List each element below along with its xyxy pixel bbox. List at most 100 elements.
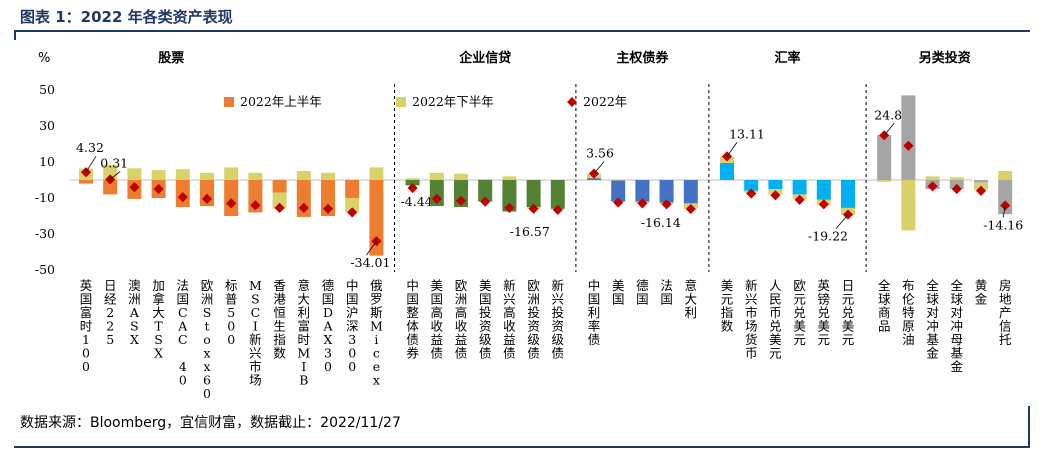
category-label-char: 兴: [552, 292, 565, 307]
category-label-char: 债: [503, 346, 516, 361]
category-label-char: 洲: [201, 292, 214, 307]
bar-h2: [321, 172, 335, 180]
category-label-char: e: [373, 359, 380, 374]
category-label-char: 元: [793, 292, 806, 307]
bar-h1: [792, 180, 807, 195]
category-label-char: 伦: [902, 292, 915, 307]
category-label-char: 美: [479, 278, 492, 293]
bar-h2: [454, 173, 468, 180]
category-label-char: i: [374, 332, 378, 347]
y-tick-label: -30: [35, 226, 55, 241]
bar-h2: [478, 179, 493, 180]
category-label-char: 元: [842, 292, 855, 307]
category-label-char: 债: [588, 332, 601, 347]
bar-h1: [635, 180, 650, 202]
category-label-char: 澳: [128, 278, 141, 293]
marker-full-year: [298, 202, 309, 213]
category-label-char: 0: [348, 359, 356, 374]
group-label: 汇率: [774, 50, 800, 66]
category-label-char: 指: [721, 305, 734, 320]
data-label: -34.01: [350, 255, 390, 270]
category-label-char: 整: [406, 305, 419, 320]
bar-h1: [369, 180, 384, 256]
category-label-char: 国: [346, 292, 359, 307]
category-label-char: 大: [298, 292, 311, 307]
category-label-char: 洲: [527, 292, 540, 307]
category-label-char: 信: [999, 319, 1012, 334]
category-label-char: 香: [273, 278, 286, 293]
category-label-char: 市: [745, 305, 758, 320]
category-label-char: 0: [348, 346, 356, 361]
figure-title: 图表 1：2022 年各类资产表现: [20, 8, 233, 26]
category-label-char: 益: [431, 332, 444, 347]
bar-h1: [405, 180, 420, 186]
category-label-char: 1: [82, 332, 90, 347]
category-label-char: 国: [479, 292, 492, 307]
category-label-char: 国: [322, 292, 335, 307]
y-unit-label: %: [38, 51, 50, 66]
bar-h1: [345, 180, 360, 198]
category-label-char: X: [130, 332, 139, 347]
category-label-char: 美: [721, 278, 734, 293]
category-label-char: 元: [793, 332, 806, 347]
category-label-char: 资: [527, 319, 540, 334]
bar-h2: [345, 198, 360, 213]
category-label-char: 投: [527, 305, 540, 320]
bar-h1: [841, 180, 855, 208]
category-label-char: X: [154, 346, 163, 361]
bar-h1: [478, 180, 493, 202]
category-label-char: 中: [346, 278, 359, 293]
category-label-char: 元: [818, 332, 831, 347]
bar-h1: [877, 135, 892, 180]
category-label-char: 日: [842, 278, 855, 293]
category-label-char: 3: [348, 332, 356, 347]
category-label-char: 兑: [793, 305, 806, 320]
category-label-char: 球: [926, 292, 939, 307]
category-label-char: 收: [431, 319, 444, 334]
category-label-char: 恒: [273, 305, 286, 320]
category-label-char: 全: [951, 278, 964, 293]
bar-h2: [949, 177, 964, 180]
category-label-char: 斯: [370, 305, 383, 320]
category-label-char: 利: [298, 305, 311, 320]
category-label-char: 美: [842, 319, 855, 334]
category-label-char: C: [178, 332, 188, 347]
category-label-char: 新: [552, 278, 565, 293]
marker-full-year: [347, 207, 358, 218]
category-label-char: 债: [527, 346, 540, 361]
category-label-char: 全: [878, 278, 891, 293]
category-label-char: 元: [721, 292, 734, 307]
category-label-char: 兴: [745, 292, 758, 307]
data-label: -16.14: [641, 215, 681, 230]
category-label-char: 欧: [201, 278, 214, 293]
marker-full-year: [274, 202, 285, 213]
bar-h2: [200, 172, 214, 180]
bar-h1: [611, 180, 626, 202]
bar-h1: [744, 180, 759, 191]
category-label-char: 兴: [503, 292, 516, 307]
category-label-char: 国: [612, 292, 625, 307]
bar-h1: [816, 180, 831, 200]
category-label-char: 全: [926, 278, 939, 293]
category-label-char: I: [301, 359, 306, 374]
leader-line: [883, 123, 895, 136]
title-edge: [14, 30, 16, 40]
category-label-char: 0: [82, 346, 90, 361]
bar-h1: [526, 180, 541, 207]
category-label-char: 人: [769, 278, 782, 293]
marker-full-year: [504, 202, 515, 213]
category-label-char: 大: [685, 292, 698, 307]
category-label-char: t: [204, 319, 209, 334]
category-label-char: 债: [431, 346, 444, 361]
category-label-char: 国: [431, 292, 444, 307]
data-label: 3.56: [586, 146, 614, 161]
category-label-char: 债: [552, 346, 565, 361]
category-label-char: 品: [878, 319, 891, 334]
legend-label: 2022年下半年: [412, 94, 494, 109]
title-rule: [14, 30, 1030, 32]
category-label-char: o: [203, 332, 211, 347]
category-label-char: 新: [745, 278, 758, 293]
category-label-char: X: [324, 332, 333, 347]
category-label-char: 冲: [926, 319, 939, 334]
category-label-char: 美: [769, 332, 782, 347]
